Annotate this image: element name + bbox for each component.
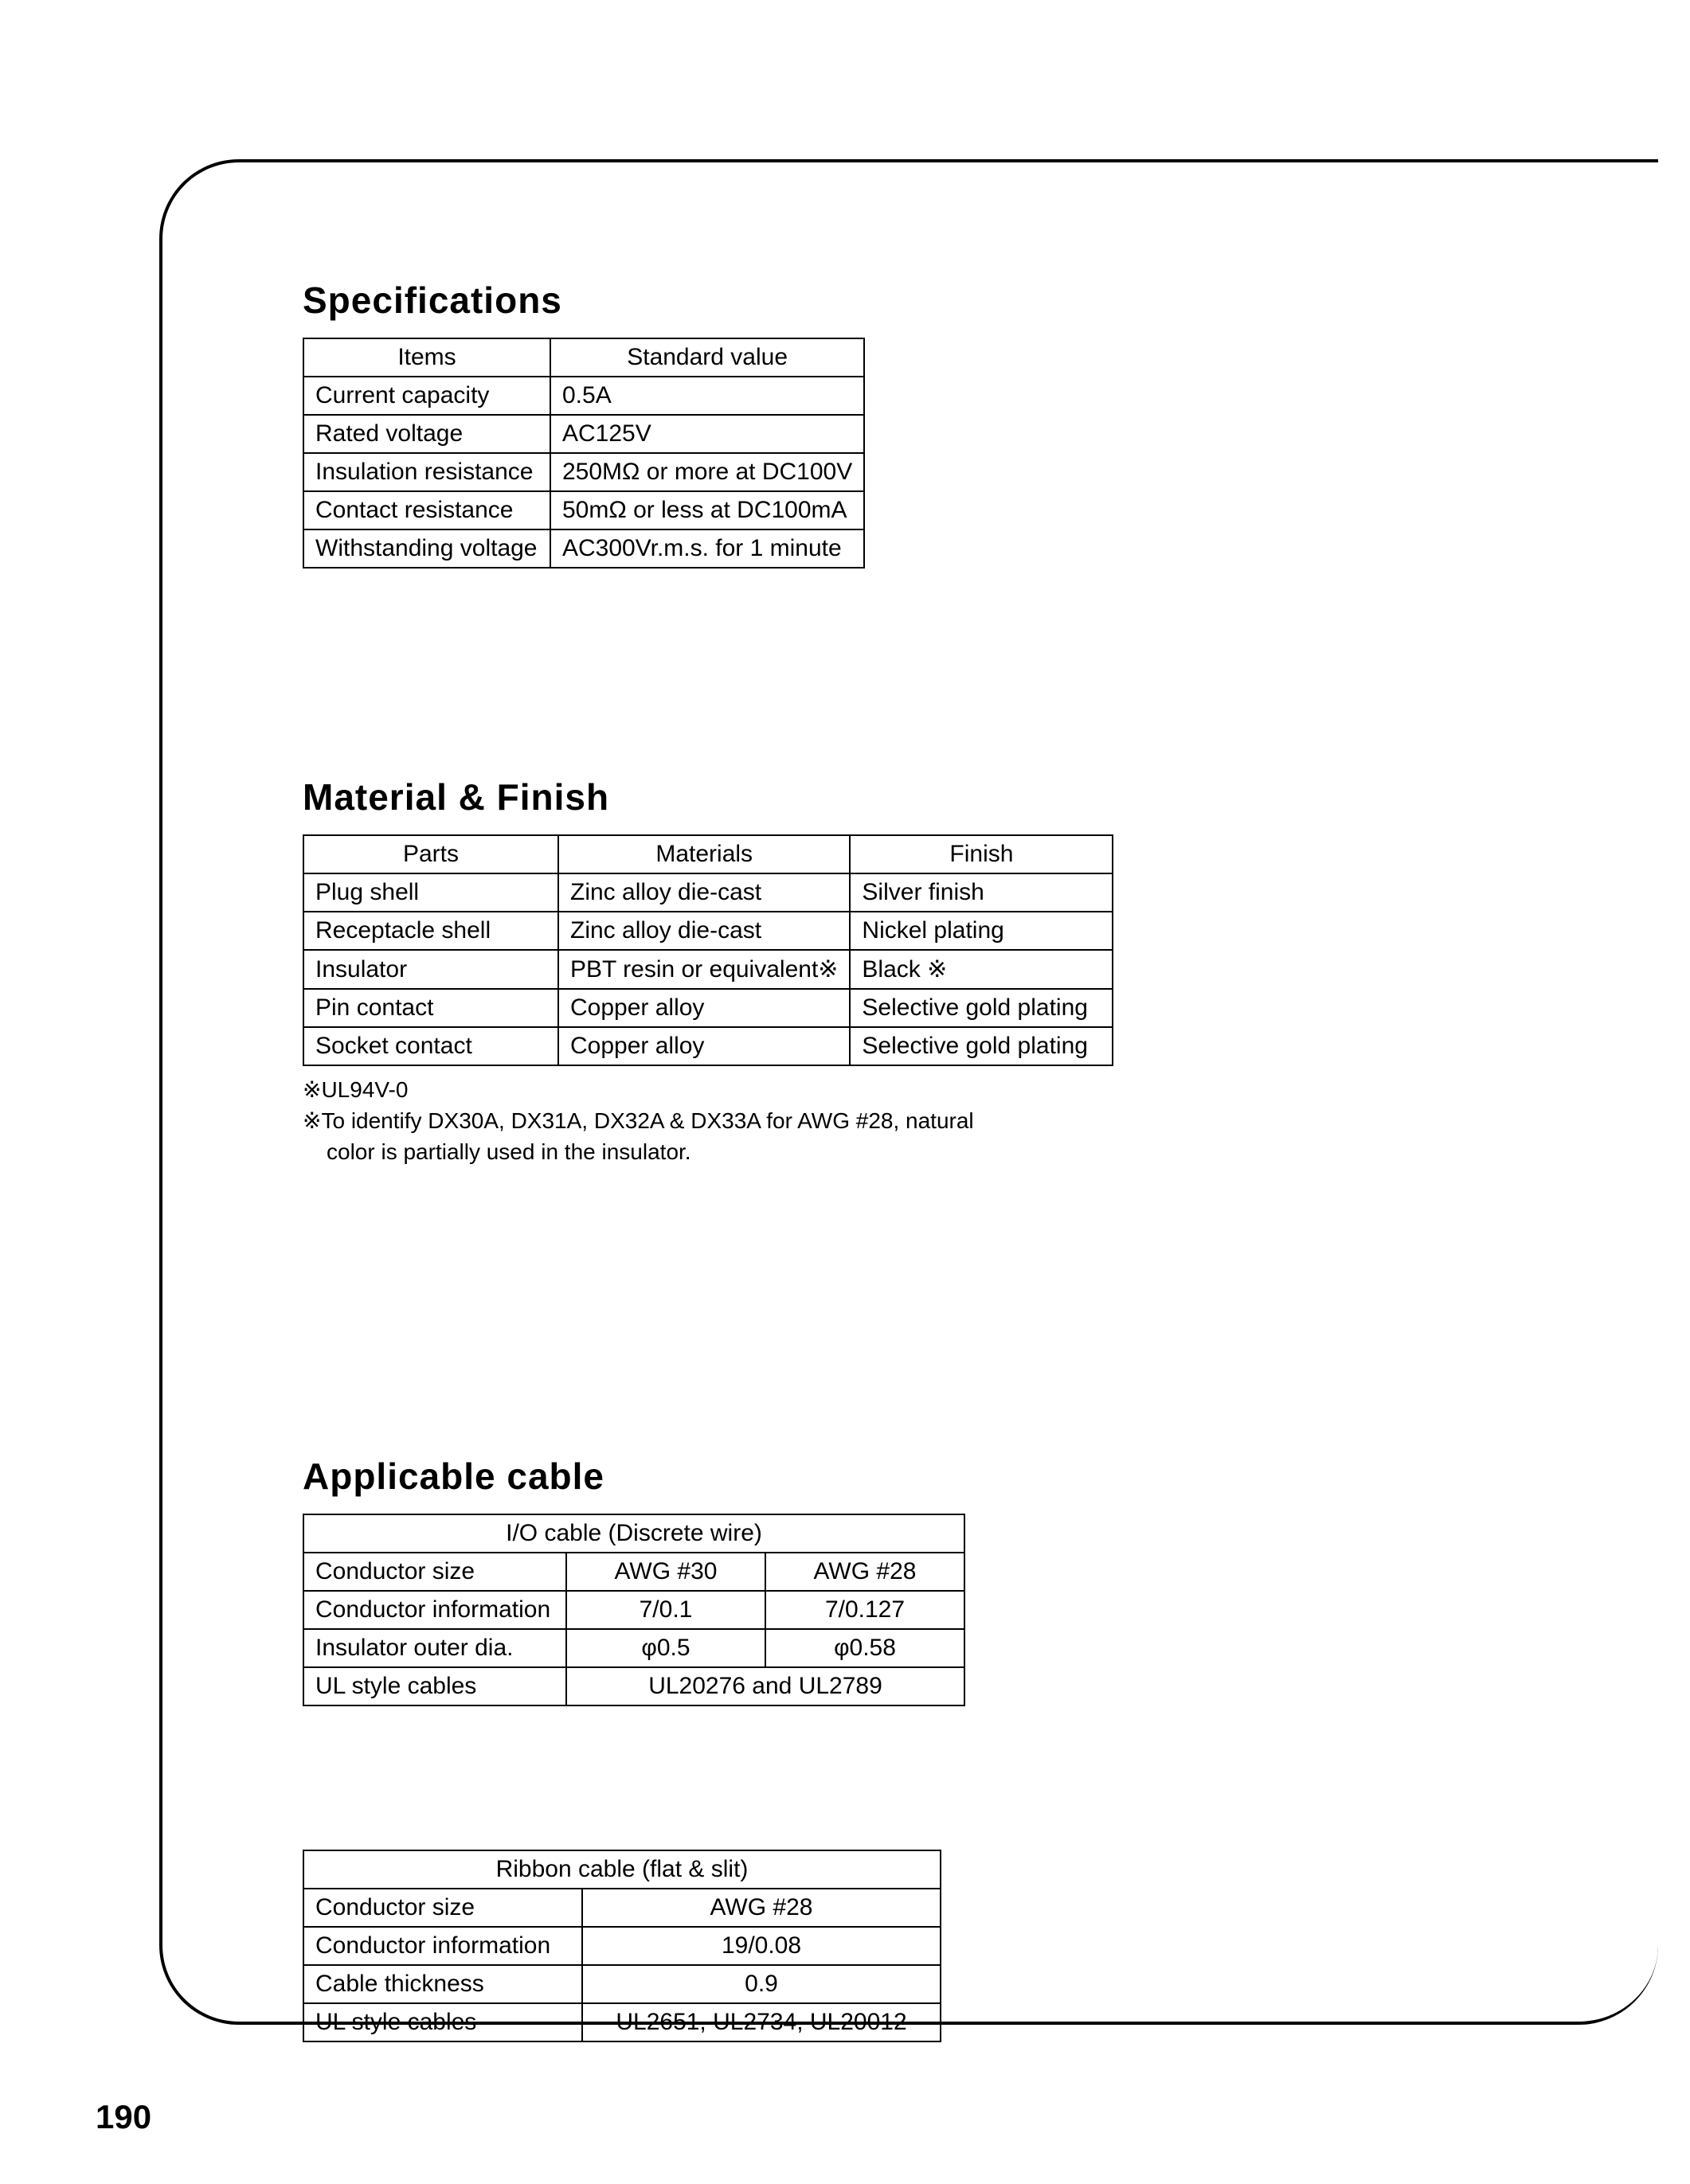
table-header-row: Ribbon cable (flat & slit): [303, 1850, 941, 1889]
note-line: ※UL94V-0: [303, 1077, 408, 1102]
cell: Black ※: [850, 950, 1113, 989]
col-materials: Materials: [558, 835, 850, 873]
table-row: Rated voltage AC125V: [303, 415, 864, 453]
cell: AWG #28: [765, 1553, 964, 1591]
cell: Insulation resistance: [303, 453, 550, 491]
cell: Rated voltage: [303, 415, 550, 453]
cell: AC300Vr.m.s. for 1 minute: [550, 529, 864, 568]
ribbon-cable-table: Ribbon cable (flat & slit) Conductor siz…: [303, 1850, 941, 2042]
cell: Conductor size: [303, 1553, 566, 1591]
material-finish-heading: Material & Finish: [303, 776, 1497, 819]
cell: Current capacity: [303, 377, 550, 415]
col-parts: Parts: [303, 835, 558, 873]
cell: Selective gold plating: [850, 1027, 1113, 1065]
cell: Conductor information: [303, 1591, 566, 1629]
cell: Zinc alloy die-cast: [558, 873, 850, 912]
cell: Zinc alloy die-cast: [558, 912, 850, 950]
cell: 7/0.1: [566, 1591, 765, 1629]
cell: 0.5A: [550, 377, 864, 415]
cell: Contact resistance: [303, 491, 550, 529]
cell: Silver finish: [850, 873, 1113, 912]
cell: Nickel plating: [850, 912, 1113, 950]
table-header-row: I/O cable (Discrete wire): [303, 1514, 964, 1553]
cell: Withstanding voltage: [303, 529, 550, 568]
table-row: Insulator PBT resin or equivalent※ Black…: [303, 950, 1113, 989]
table-row: Insulation resistance 250MΩ or more at D…: [303, 453, 864, 491]
cell: Socket contact: [303, 1027, 558, 1065]
io-cable-header: I/O cable (Discrete wire): [303, 1514, 964, 1553]
content-area: Specifications Items Standard value Curr…: [303, 279, 1497, 2162]
table-row: Conductor information 7/0.1 7/0.127: [303, 1591, 964, 1629]
table-row: Conductor size AWG #30 AWG #28: [303, 1553, 964, 1591]
ribbon-cable-header: Ribbon cable (flat & slit): [303, 1850, 941, 1889]
cell: Pin contact: [303, 989, 558, 1027]
specifications-section: Specifications Items Standard value Curr…: [303, 279, 1497, 568]
table-header-row: Parts Materials Finish: [303, 835, 1113, 873]
cell: 250MΩ or more at DC100V: [550, 453, 864, 491]
col-items: Items: [303, 338, 550, 377]
cell: 7/0.127: [765, 1591, 964, 1629]
cell: Copper alloy: [558, 989, 850, 1027]
material-finish-table: Parts Materials Finish Plug shell Zinc a…: [303, 834, 1113, 1066]
table-row: Insulator outer dia. φ0.5 φ0.58: [303, 1629, 964, 1667]
io-cable-table: I/O cable (Discrete wire) Conductor size…: [303, 1514, 965, 1706]
cell: Insulator: [303, 950, 558, 989]
cell: AC125V: [550, 415, 864, 453]
cell: AWG #28: [582, 1889, 941, 1927]
table-row: Socket contact Copper alloy Selective go…: [303, 1027, 1113, 1065]
material-finish-notes: ※UL94V-0 ※To identify DX30A, DX31A, DX32…: [303, 1074, 1497, 1168]
table-row: Conductor size AWG #28: [303, 1889, 941, 1927]
cell: 19/0.08: [582, 1927, 941, 1965]
specifications-table: Items Standard value Current capacity 0.…: [303, 338, 865, 568]
table-row: Pin contact Copper alloy Selective gold …: [303, 989, 1113, 1027]
cell: PBT resin or equivalent※: [558, 950, 850, 989]
table-row: Plug shell Zinc alloy die-cast Silver fi…: [303, 873, 1113, 912]
table-header-row: Items Standard value: [303, 338, 864, 377]
col-standard-value: Standard value: [550, 338, 864, 377]
cell: Cable thickness: [303, 1965, 582, 2003]
table-row: Contact resistance 50mΩ or less at DC100…: [303, 491, 864, 529]
cell: UL2651, UL2734, UL20012: [582, 2003, 941, 2041]
material-finish-section: Material & Finish Parts Materials Finish…: [303, 776, 1497, 1168]
cell: Plug shell: [303, 873, 558, 912]
table-row: Conductor information 19/0.08: [303, 1927, 941, 1965]
table-row: UL style cables UL2651, UL2734, UL20012: [303, 2003, 941, 2041]
table-row: UL style cables UL20276 and UL2789: [303, 1667, 964, 1705]
page: Specifications Items Standard value Curr…: [0, 0, 1690, 2184]
applicable-cable-heading: Applicable cable: [303, 1455, 1497, 1498]
cell: φ0.58: [765, 1629, 964, 1667]
specifications-heading: Specifications: [303, 279, 1497, 322]
cell: UL20276 and UL2789: [566, 1667, 964, 1705]
cell: Copper alloy: [558, 1027, 850, 1065]
cell: Receptacle shell: [303, 912, 558, 950]
cell: Selective gold plating: [850, 989, 1113, 1027]
cell: AWG #30: [566, 1553, 765, 1591]
table-row: Cable thickness 0.9: [303, 1965, 941, 2003]
cell: Conductor information: [303, 1927, 582, 1965]
table-row: Receptacle shell Zinc alloy die-cast Nic…: [303, 912, 1113, 950]
table-row: Current capacity 0.5A: [303, 377, 864, 415]
cell: 0.9: [582, 1965, 941, 2003]
cell: Conductor size: [303, 1889, 582, 1927]
cell: Insulator outer dia.: [303, 1629, 566, 1667]
applicable-cable-section: Applicable cable I/O cable (Discrete wir…: [303, 1455, 1497, 2042]
note-line: ※To identify DX30A, DX31A, DX32A & DX33A…: [303, 1108, 974, 1133]
note-line: color is partially used in the insulator…: [303, 1136, 1497, 1167]
cell: UL style cables: [303, 1667, 566, 1705]
cell: 50mΩ or less at DC100mA: [550, 491, 864, 529]
cell: φ0.5: [566, 1629, 765, 1667]
page-number: 190: [96, 2098, 151, 2136]
cell: UL style cables: [303, 2003, 582, 2041]
table-row: Withstanding voltage AC300Vr.m.s. for 1 …: [303, 529, 864, 568]
col-finish: Finish: [850, 835, 1113, 873]
